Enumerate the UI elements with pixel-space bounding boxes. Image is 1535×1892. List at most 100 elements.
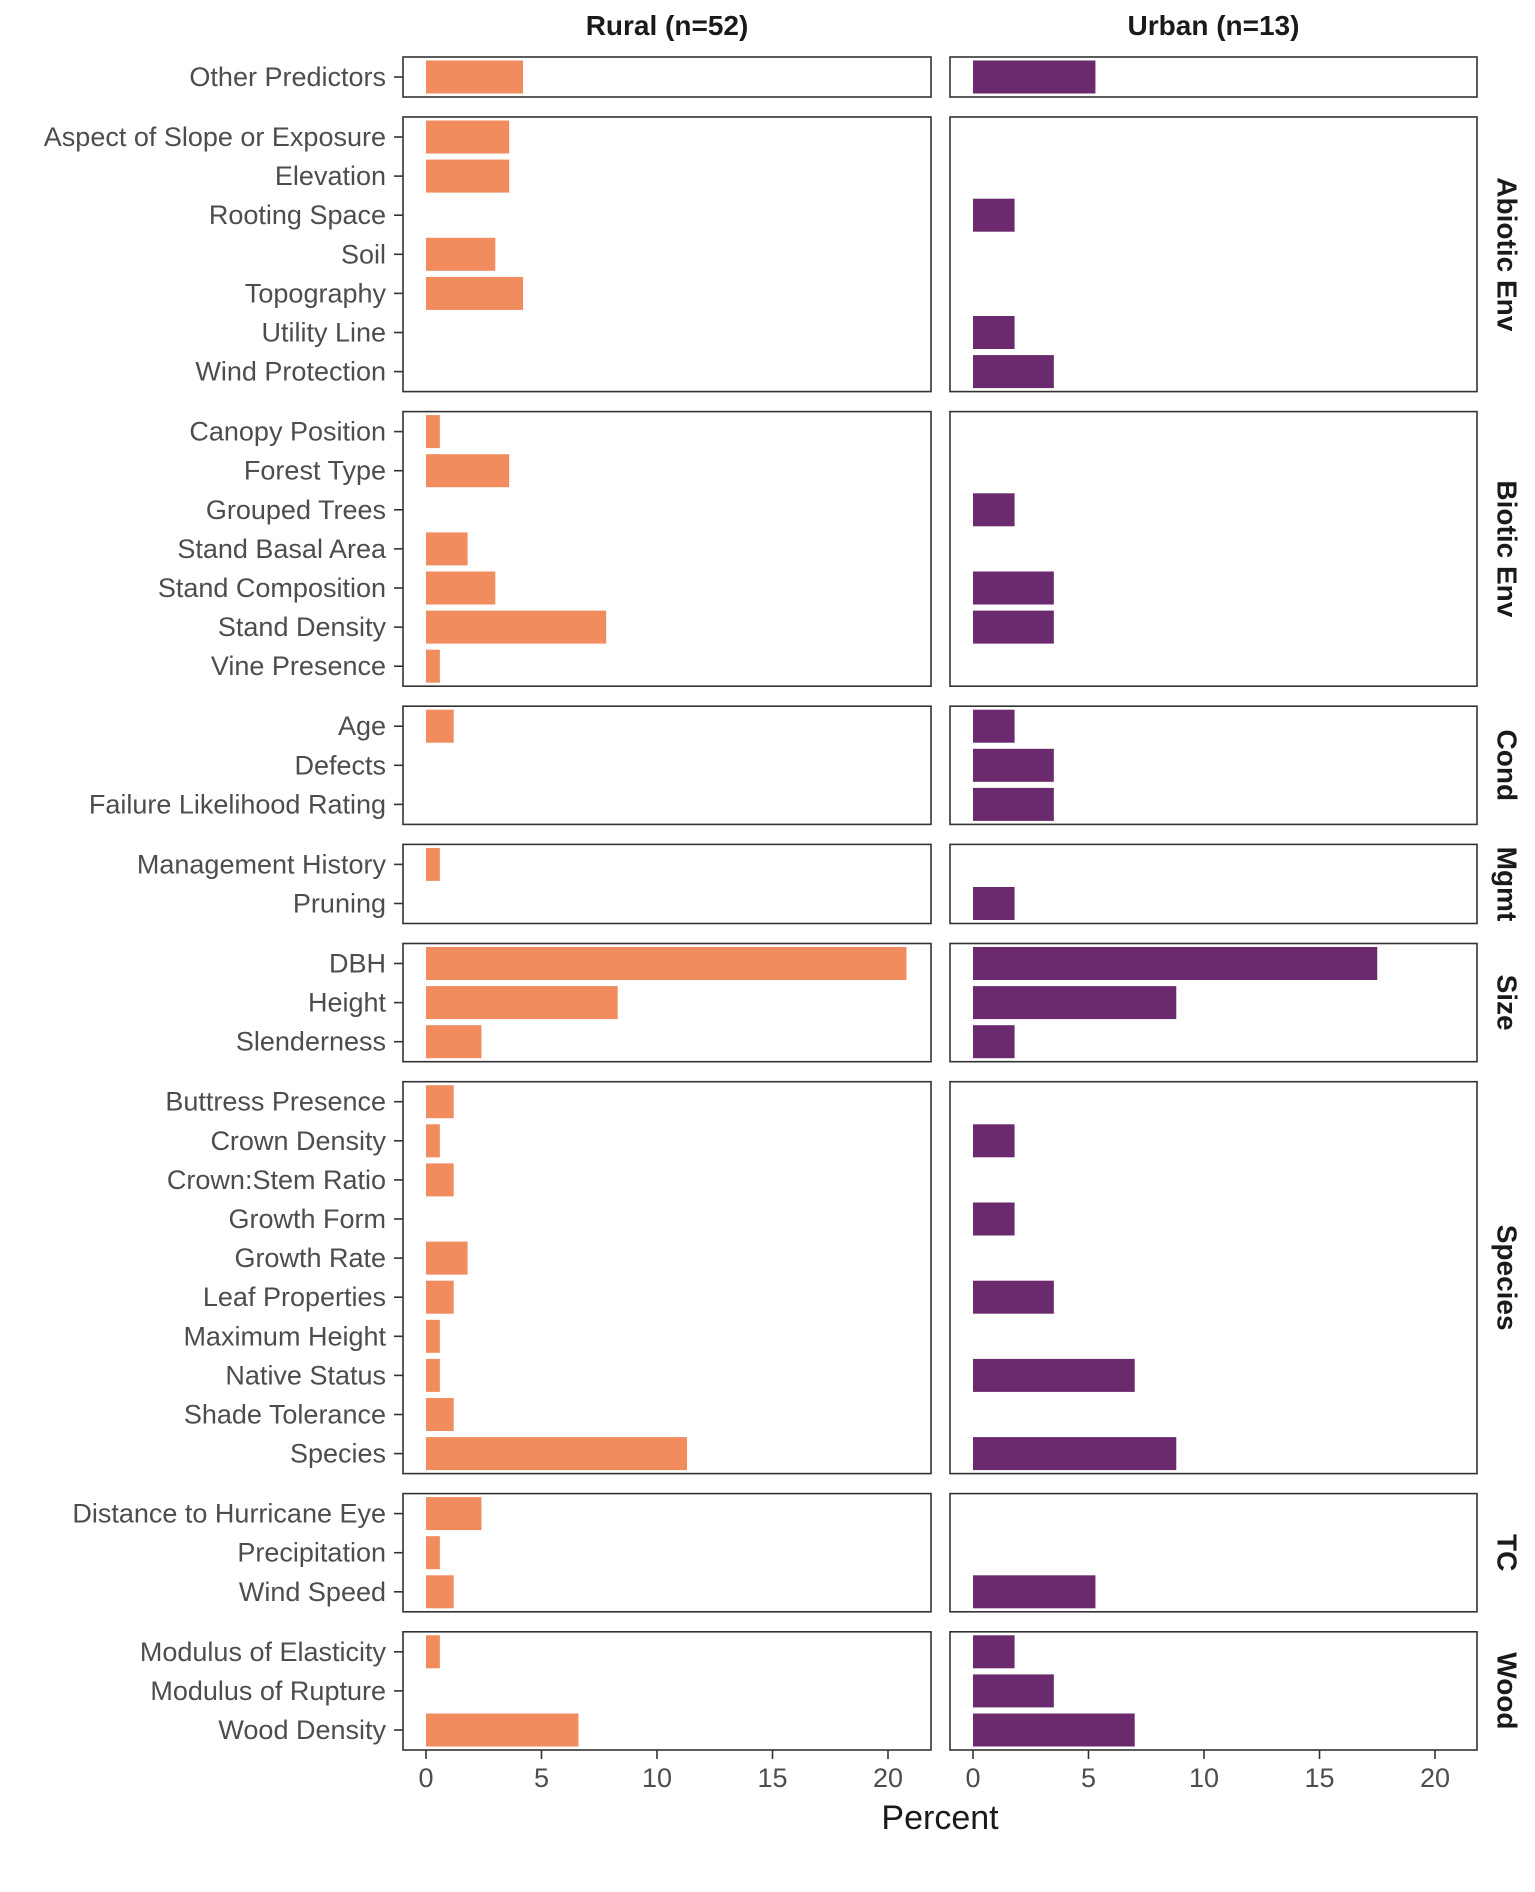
bar-rural-stand-basal-area xyxy=(426,532,468,566)
panel-frame-other-urban xyxy=(949,56,1478,98)
category-label-buttress-presence: Buttress Presence xyxy=(165,1087,386,1117)
bar-rural-other-predictors xyxy=(426,60,524,94)
category-label-canopy-position: Canopy Position xyxy=(189,417,386,447)
bar-urban-dbh xyxy=(973,947,1378,980)
panel-frame-cond-rural xyxy=(402,705,932,826)
category-label-other-predictors: Other Predictors xyxy=(189,62,386,92)
group-label-cond: Cond xyxy=(1492,730,1523,802)
category-label-species: Species xyxy=(290,1439,386,1469)
panel-frame-tc-rural xyxy=(402,1492,932,1613)
bar-rural-maximum-height xyxy=(426,1319,440,1353)
category-label-stand-basal-area: Stand Basal Area xyxy=(177,534,387,564)
bar-urban-defects xyxy=(973,748,1054,782)
category-label-failure-likelihood-rating: Failure Likelihood Rating xyxy=(89,789,386,819)
bar-rural-shade-tolerance xyxy=(426,1398,454,1431)
bar-rural-wind-speed xyxy=(426,1575,454,1609)
x-tick-label-rural-10: 10 xyxy=(642,1763,672,1793)
category-label-grouped-trees: Grouped Trees xyxy=(206,495,386,525)
category-label-shade-tolerance: Shade Tolerance xyxy=(184,1400,386,1430)
bar-rural-dbh xyxy=(426,947,907,980)
bar-urban-height xyxy=(973,986,1177,1020)
x-tick-label-rural-20: 20 xyxy=(873,1763,903,1793)
bar-urban-grouped-trees xyxy=(973,493,1015,527)
panel-frame-size-urban xyxy=(949,942,1478,1063)
panel-frame-abiotic-env-urban xyxy=(949,116,1478,393)
panel-frame-mgmt-urban xyxy=(949,843,1478,925)
panel-frame-biotic-env-urban xyxy=(949,410,1478,688)
bar-rural-aspect-of-slope-or-exposure xyxy=(426,120,510,154)
bar-urban-modulus-of-elasticity xyxy=(973,1635,1015,1669)
x-tick-label-urban-20: 20 xyxy=(1420,1763,1450,1793)
panel-frame-biotic-env-rural xyxy=(402,410,932,688)
category-label-management-history: Management History xyxy=(137,849,387,879)
category-label-aspect-of-slope-or-exposure: Aspect of Slope or Exposure xyxy=(44,122,386,152)
category-label-dbh: DBH xyxy=(329,949,386,979)
category-label-stand-composition: Stand Composition xyxy=(158,573,386,603)
category-label-slenderness: Slenderness xyxy=(236,1027,386,1057)
column-title-rural-n-52: Rural (n=52) xyxy=(586,10,749,41)
bar-urban-growth-form xyxy=(973,1202,1015,1236)
column-title-urban-n-13: Urban (n=13) xyxy=(1128,10,1300,41)
category-label-distance-to-hurricane-eye: Distance to Hurricane Eye xyxy=(72,1499,386,1529)
group-label-species: Species xyxy=(1492,1225,1523,1331)
x-tick-label-urban-10: 10 xyxy=(1189,1763,1219,1793)
x-tick-label-urban-0: 0 xyxy=(965,1763,980,1793)
bar-urban-stand-density xyxy=(973,610,1054,644)
panel-frame-species-urban xyxy=(949,1080,1478,1475)
bar-rural-native-status xyxy=(426,1358,440,1392)
bar-rural-soil xyxy=(426,237,496,271)
x-tick-label-rural-5: 5 xyxy=(534,1763,549,1793)
bar-urban-wind-speed xyxy=(973,1575,1096,1609)
category-label-utility-line: Utility Line xyxy=(261,318,386,348)
bar-rural-height xyxy=(426,986,618,1020)
category-label-leaf-properties: Leaf Properties xyxy=(203,1282,386,1312)
bar-urban-wood-density xyxy=(973,1713,1135,1747)
category-label-forest-type: Forest Type xyxy=(244,456,386,486)
group-label-abiotic-env: Abiotic Env xyxy=(1492,177,1523,331)
bar-rural-species xyxy=(426,1437,688,1471)
bar-urban-crown-density xyxy=(973,1124,1015,1158)
panel-frame-cond-urban xyxy=(949,705,1478,826)
bar-urban-modulus-of-rupture xyxy=(973,1674,1054,1708)
category-label-pruning: Pruning xyxy=(293,889,386,919)
group-label-size: Size xyxy=(1492,975,1523,1031)
category-label-native-status: Native Status xyxy=(225,1360,386,1390)
category-label-modulus-of-rupture: Modulus of Rupture xyxy=(150,1676,386,1706)
category-label-stand-density: Stand Density xyxy=(218,612,387,642)
bar-rural-elevation xyxy=(426,159,510,193)
bar-rural-stand-density xyxy=(426,610,607,644)
bar-rural-forest-type xyxy=(426,454,510,488)
group-label-wood: Wood xyxy=(1492,1652,1523,1729)
x-tick-label-urban-5: 5 xyxy=(1081,1763,1096,1793)
category-label-elevation: Elevation xyxy=(275,161,386,191)
bar-urban-failure-likelihood-rating xyxy=(973,787,1054,821)
bar-rural-age xyxy=(426,709,454,743)
panel-frame-tc-urban xyxy=(949,1492,1478,1613)
bar-urban-species xyxy=(973,1437,1177,1471)
bar-urban-rooting-space xyxy=(973,198,1015,232)
category-label-modulus-of-elasticity: Modulus of Elasticity xyxy=(140,1637,387,1667)
bar-rural-vine-presence xyxy=(426,649,440,683)
category-label-precipitation: Precipitation xyxy=(237,1538,386,1568)
bar-urban-slenderness xyxy=(973,1025,1015,1059)
bar-rural-management-history xyxy=(426,847,440,881)
bar-rural-growth-rate xyxy=(426,1241,468,1275)
bar-rural-distance-to-hurricane-eye xyxy=(426,1497,482,1531)
bar-urban-pruning xyxy=(973,887,1015,920)
group-label-tc: TC xyxy=(1492,1534,1523,1571)
category-label-age: Age xyxy=(338,711,386,741)
category-label-wood-density: Wood Density xyxy=(218,1715,386,1745)
category-label-wind-protection: Wind Protection xyxy=(195,357,386,387)
category-label-crown-stem-ratio: Crown:Stem Ratio xyxy=(167,1165,386,1195)
category-label-wind-speed: Wind Speed xyxy=(239,1577,386,1607)
bar-rural-stand-composition xyxy=(426,571,496,605)
category-label-rooting-space: Rooting Space xyxy=(209,200,386,230)
bar-rural-crown-density xyxy=(426,1124,440,1158)
category-label-growth-rate: Growth Rate xyxy=(234,1243,386,1273)
bar-urban-utility-line xyxy=(973,316,1015,349)
bar-urban-age xyxy=(973,709,1015,743)
group-label-mgmt: Mgmt xyxy=(1492,847,1523,922)
category-label-crown-density: Crown Density xyxy=(210,1126,386,1156)
bar-rural-canopy-position xyxy=(426,415,440,449)
